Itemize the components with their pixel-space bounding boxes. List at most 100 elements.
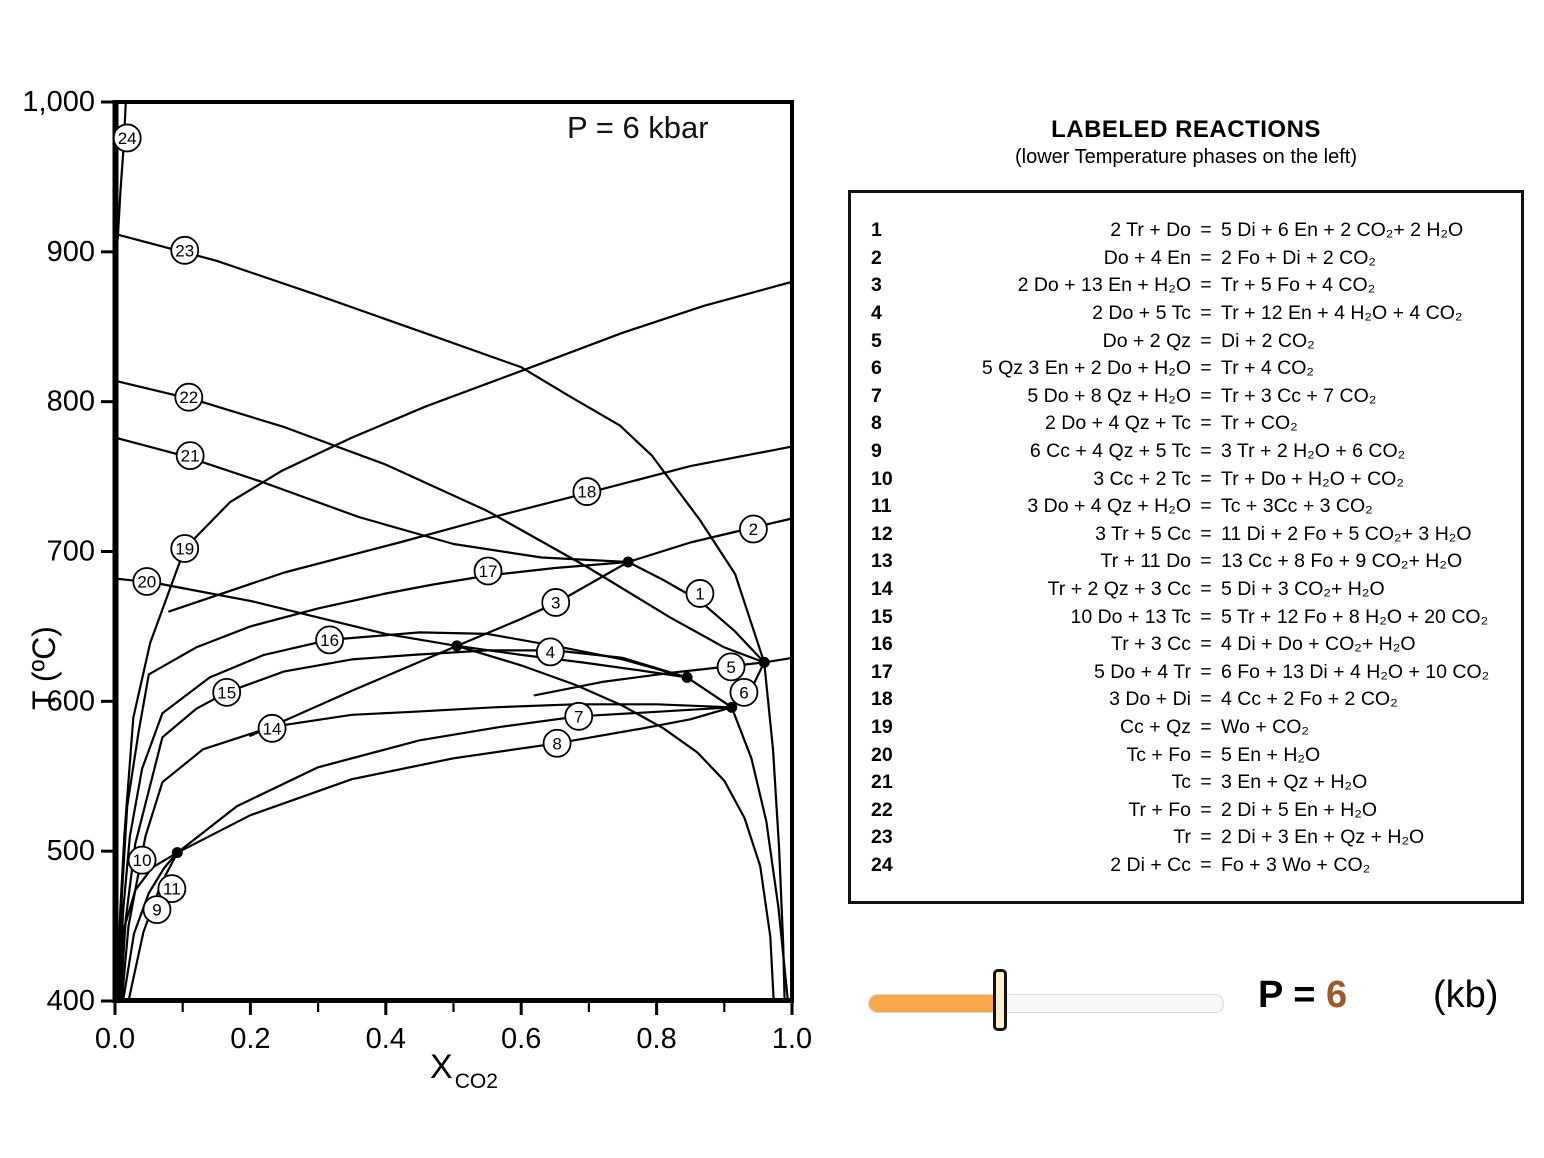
reaction-curve-3 bbox=[249, 560, 630, 737]
reaction-equals-sign: = bbox=[1200, 550, 1212, 573]
reaction-row: 11 3 Do + 4 Qz + H₂O = Tc + 3Cc + 3 CO₂ bbox=[871, 493, 1513, 521]
reaction-equals-sign: = bbox=[1200, 384, 1212, 407]
reaction-number: 14 bbox=[871, 578, 893, 601]
reaction-curve-7 bbox=[176, 706, 733, 854]
reaction-row: 12 3 Tr + 5 Cc = 11 Di + 2 Fo + 5 CO₂+ 3 H₂… bbox=[871, 521, 1513, 549]
reaction-right-side: 2 Di + 3 En + Qz + H₂O bbox=[1221, 826, 1425, 849]
reaction-left-side: Do + 2 Qz bbox=[1102, 329, 1191, 352]
reaction-curve-11 bbox=[122, 851, 179, 1003]
curve-label-number: 23 bbox=[175, 241, 194, 260]
curve-label-1: 1 bbox=[685, 579, 715, 608]
invariant-point bbox=[758, 656, 770, 668]
y-tick-label: 800 bbox=[47, 386, 95, 418]
curve-label-17: 17 bbox=[473, 556, 503, 586]
reaction-curve-18 bbox=[168, 445, 794, 613]
curve-label-18: 18 bbox=[572, 477, 602, 506]
reaction-equals-sign: = bbox=[1200, 688, 1212, 711]
reaction-curve-10 bbox=[116, 851, 179, 1003]
reaction-number: 3 bbox=[871, 274, 882, 297]
reaction-number: 16 bbox=[871, 633, 893, 656]
reaction-number: 8 bbox=[871, 412, 882, 435]
reaction-left-side: 2 Do + 5 Tc bbox=[1092, 302, 1191, 325]
curve-label-circle bbox=[132, 567, 162, 596]
reaction-row: 4 2 Do + 5 Tc = Tr + 12 En + 4 H₂O + 4 CO₂ bbox=[871, 300, 1513, 328]
reaction-left-side: 10 Do + 13 Tc bbox=[1070, 605, 1191, 628]
reaction-row: 15 10 Do + 13 Tc = 5 Tr + 12 Fo + 8 H₂O + 2… bbox=[871, 603, 1513, 631]
phase-diagram: 0.0 0.2 0.4 0.6 0.8 1.0 400 500 600 700 800 900 1,00… bbox=[22, 86, 812, 1055]
reaction-equals-sign: = bbox=[1200, 329, 1212, 352]
x-axis-title-subscript: CO2 bbox=[454, 1070, 498, 1093]
curve-label-10: 10 bbox=[127, 845, 157, 875]
reaction-number: 19 bbox=[871, 715, 893, 738]
reaction-left-side: 3 Tr + 5 Cc bbox=[1095, 522, 1191, 545]
curve-label-22: 22 bbox=[174, 382, 204, 412]
reaction-curve-cd-segment bbox=[686, 676, 733, 709]
x-tick-label: 0.6 bbox=[501, 1023, 541, 1055]
reaction-number: 1 bbox=[871, 219, 882, 242]
reaction-equals-sign: = bbox=[1200, 633, 1212, 656]
reaction-equals-sign: = bbox=[1200, 578, 1212, 601]
pressure-slider-track[interactable] bbox=[868, 969, 1224, 1031]
curve-label-number: 14 bbox=[263, 719, 282, 738]
reaction-equals-sign: = bbox=[1200, 522, 1212, 545]
reaction-row: 22 Tr + Fo = 2 Di + 5 En + H₂O bbox=[871, 796, 1513, 824]
x-tick-label: 0.2 bbox=[230, 1023, 270, 1055]
reaction-left-side: 2 Tr + Do bbox=[1110, 219, 1191, 242]
reaction-number: 6 bbox=[871, 357, 882, 380]
reaction-row: 24 2 Di + Cc = Fo + 3 Wo + CO₂ bbox=[871, 852, 1513, 880]
y-tick-label: 900 bbox=[47, 236, 95, 268]
reaction-right-side: 3 En + Qz + H₂O bbox=[1221, 771, 1368, 794]
curve-label-number: 10 bbox=[133, 851, 152, 870]
curve-label-number: 16 bbox=[320, 631, 339, 650]
reaction-left-side: 2 Di + Cc bbox=[1110, 853, 1191, 876]
invariant-point bbox=[622, 556, 634, 568]
invariant-point bbox=[726, 701, 738, 713]
curve-label-number: 7 bbox=[574, 707, 583, 726]
reaction-number: 17 bbox=[871, 660, 893, 683]
reaction-right-side: Tr + Do + H₂O + CO₂ bbox=[1221, 467, 1404, 490]
reaction-equals-sign: = bbox=[1200, 412, 1212, 435]
reaction-number: 11 bbox=[871, 495, 892, 518]
reaction-number: 15 bbox=[871, 605, 893, 628]
reaction-left-side: Cc + Qz bbox=[1120, 715, 1191, 738]
curve-label-number: 1 bbox=[695, 584, 704, 603]
y-tick-label: 700 bbox=[47, 536, 95, 568]
curve-label-number: 2 bbox=[749, 520, 758, 539]
pressure-value: 6 bbox=[1325, 974, 1348, 1016]
x-tick-label: 0.0 bbox=[95, 1023, 135, 1055]
curve-label-16: 16 bbox=[315, 625, 345, 655]
curve-label-circle bbox=[212, 677, 242, 707]
reaction-number: 9 bbox=[871, 440, 882, 463]
pressure-slider-thumb[interactable] bbox=[993, 969, 1007, 1031]
reaction-right-side: Tr + 3 Cc + 7 CO₂ bbox=[1221, 384, 1377, 407]
reaction-curve-19 bbox=[116, 280, 794, 980]
reaction-right-side: 6 Fo + 13 Di + 4 H₂O + 10 CO₂ bbox=[1221, 660, 1490, 683]
reaction-number: 24 bbox=[871, 853, 893, 876]
curve-label-20: 20 bbox=[132, 567, 162, 596]
reaction-curve-8 bbox=[176, 706, 733, 854]
x-tick-label: 0.4 bbox=[366, 1023, 406, 1055]
y-tick-label: 1,000 bbox=[22, 86, 95, 118]
reaction-right-side: Tr + CO₂ bbox=[1221, 412, 1298, 435]
curve-label-number: 21 bbox=[181, 447, 200, 466]
curve-label-number: 6 bbox=[739, 683, 748, 702]
reaction-equals-sign: = bbox=[1200, 495, 1212, 518]
reaction-number: 10 bbox=[871, 467, 893, 490]
curve-label-circle bbox=[541, 588, 571, 617]
reaction-row: 13 Tr + 11 Do = 13 Cc + 8 Fo + 9 CO₂+ H₂O bbox=[871, 548, 1513, 576]
reaction-row: 19 Cc + Qz = Wo + CO₂ bbox=[871, 714, 1513, 742]
curve-label-circle bbox=[112, 123, 142, 153]
reaction-row: 8 2 Do + 4 Qz + Tc = Tr + CO₂ bbox=[871, 410, 1513, 438]
plot-frame bbox=[113, 100, 794, 1003]
curve-label-7: 7 bbox=[564, 701, 594, 731]
reaction-right-side: Tr + 4 CO₂ bbox=[1221, 357, 1314, 380]
curve-label-2: 2 bbox=[739, 514, 768, 544]
curve-label-number: 3 bbox=[551, 593, 560, 612]
curve-label-circle bbox=[142, 895, 172, 925]
curve-label-6: 6 bbox=[729, 677, 759, 707]
curve-label-15: 15 bbox=[212, 677, 242, 707]
reaction-equals-sign: = bbox=[1200, 660, 1212, 683]
reaction-right-side: 3 Tr + 2 H₂O + 6 CO₂ bbox=[1221, 440, 1406, 463]
reaction-row: 3 2 Do + 13 En + H₂O = Tr + 5 Fo + 4 CO₂ bbox=[871, 272, 1513, 300]
